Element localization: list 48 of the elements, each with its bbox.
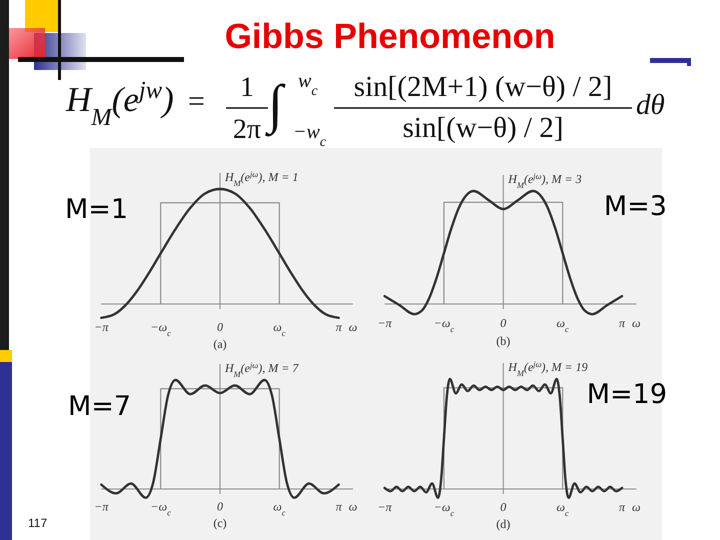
y-axis-title: H$_{M}$(e$^{jω}$), M = 19 xyxy=(507,360,588,378)
x-tick-label: −ω$_{c}$ xyxy=(434,500,454,518)
y-axis-title: H$_{M}$(e$^{jω}$), M = 3 xyxy=(507,172,582,190)
text: H$_{M}$(e$^{jw}$) xyxy=(65,76,174,130)
y-axis-title: H$_{M}$(e$^{jω}$), M = 7 xyxy=(224,360,300,378)
x-tick-label: ω$_{c}$ xyxy=(273,500,286,518)
text: sin[(w−θ) / 2] xyxy=(402,112,564,144)
x-tick-label: 0 xyxy=(500,316,506,330)
x-tick-label: −π xyxy=(94,320,110,334)
x-tick-label: −π xyxy=(94,500,110,514)
y-axis-title: H$_{M}$(e$^{jω}$), M = 1 xyxy=(224,170,298,188)
x-tick-label: 0 xyxy=(217,320,223,334)
x-tick-label: ω$_{c}$ xyxy=(556,500,570,518)
text: (c) xyxy=(213,516,227,530)
x-axis-title: ω xyxy=(348,500,358,514)
x-tick-label: π xyxy=(336,320,343,334)
x-tick-label: ω$_{c}$ xyxy=(556,316,570,334)
text: (d) xyxy=(496,517,510,531)
text: Gibbs Phenomenon xyxy=(224,17,556,56)
text: (b) xyxy=(496,334,510,348)
chart-title: M=1 xyxy=(65,194,128,225)
x-tick-label: ω$_{c}$ xyxy=(273,320,286,338)
text: sin[(2M+1) (w−θ) / 2] xyxy=(354,71,612,103)
text: −w$_{c}$ xyxy=(293,121,327,150)
text: 1 xyxy=(240,72,254,103)
x-tick-label: π xyxy=(618,316,626,330)
text: ∫ xyxy=(265,74,286,137)
chart-title: M=19 xyxy=(586,379,667,410)
x-axis-title: ω xyxy=(348,320,358,334)
x-tick-label: −ω$_{c}$ xyxy=(150,500,172,518)
chart-title: M=7 xyxy=(68,391,132,422)
x-tick-label: 0 xyxy=(217,500,223,514)
text: = xyxy=(188,85,205,118)
x-tick-label: π xyxy=(618,500,626,514)
text: w$_{c}$ xyxy=(298,70,318,98)
text: dθ xyxy=(636,89,665,121)
text: 2π xyxy=(232,114,262,145)
text: (a) xyxy=(213,337,227,351)
x-tick-label: −π xyxy=(378,316,393,330)
x-tick-label: π xyxy=(336,500,343,514)
x-tick-label: −ω$_{c}$ xyxy=(150,320,172,338)
x-tick-label: 0 xyxy=(500,500,506,514)
chart-title: M=3 xyxy=(604,191,667,222)
x-tick-label: −π xyxy=(378,500,393,514)
x-axis-title: ω xyxy=(632,500,641,514)
x-tick-label: −ω$_{c}$ xyxy=(434,316,454,334)
text: 117 xyxy=(28,516,48,530)
x-axis-title: ω xyxy=(632,316,641,330)
